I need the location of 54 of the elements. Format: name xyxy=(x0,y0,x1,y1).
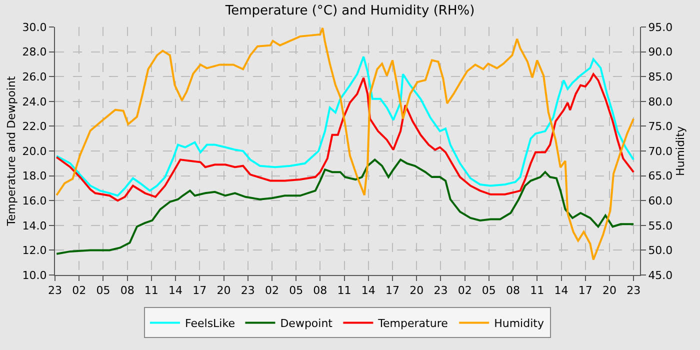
x-tick-label: 02 xyxy=(458,284,472,298)
legend-label: Temperature xyxy=(377,317,448,330)
x-tick-label: 17 xyxy=(578,284,592,298)
x-tick-label: 23 xyxy=(626,284,641,298)
y-tick-label: 16.0 xyxy=(22,194,47,208)
y2-axis-title: Humidity xyxy=(674,126,687,176)
x-tick-label: 23 xyxy=(48,284,62,298)
x-tick-label: 11 xyxy=(530,284,544,298)
x-tick-label: 05 xyxy=(96,284,110,298)
y-axis-title: Temperature and Dewpoint xyxy=(4,75,18,227)
y-tick-label: 20.0 xyxy=(22,144,47,158)
y2-tick-label: 65.0 xyxy=(648,170,673,183)
y-tick-label: 26.0 xyxy=(22,70,47,84)
y2-tick-label: 90.0 xyxy=(648,46,673,59)
x-tick-label: 17 xyxy=(192,284,207,298)
legend-label: Dewpoint xyxy=(280,317,334,330)
y-tick-label: 24.0 xyxy=(22,95,47,108)
x-tick-label: 14 xyxy=(361,284,376,298)
y-tick-label: 18.0 xyxy=(22,170,47,183)
x-tick-label: 14 xyxy=(168,284,183,298)
x-tick-label: 02 xyxy=(264,284,279,298)
y2-tick-label: 55.0 xyxy=(648,219,673,232)
y2-tick-label: 95.0 xyxy=(648,20,673,34)
legend-label: Humidity xyxy=(494,317,544,330)
y2-tick-label: 75.0 xyxy=(648,120,673,134)
y2-tick-label: 45.0 xyxy=(648,268,673,282)
y-tick-label: 10.0 xyxy=(22,268,47,282)
y2-tick-label: 85.0 xyxy=(648,70,673,84)
x-tick-label: 20 xyxy=(602,284,616,298)
x-tick-label: 02 xyxy=(72,284,86,298)
y-tick-label: 12.0 xyxy=(22,244,47,258)
y2-tick-label: 80.0 xyxy=(648,95,673,108)
x-tick-label: 11 xyxy=(144,284,158,298)
x-tick-label: 14 xyxy=(554,284,568,298)
x-tick-label: 11 xyxy=(337,284,352,298)
x-tick-label: 20 xyxy=(410,284,424,298)
y2-tick-label: 60.0 xyxy=(648,194,673,208)
x-tick-label: 08 xyxy=(506,284,520,298)
y-tick-label: 14.0 xyxy=(22,219,47,232)
x-tick-label: 05 xyxy=(482,284,496,298)
legend-label: FeelsLike xyxy=(185,317,236,330)
x-tick-label: 23 xyxy=(434,284,448,298)
x-tick-label: 23 xyxy=(240,284,255,298)
chart-title: Temperature (°C) and Humidity (RH%) xyxy=(224,3,475,18)
x-tick-label: 17 xyxy=(386,284,400,298)
y2-tick-label: 50.0 xyxy=(648,244,673,258)
y-tick-label: 28.0 xyxy=(22,46,47,59)
y2-tick-label: 70.0 xyxy=(648,144,673,158)
x-tick-label: 20 xyxy=(216,284,231,298)
x-tick-label: 08 xyxy=(313,284,328,298)
y-tick-label: 30.0 xyxy=(22,20,47,34)
y-tick-label: 22.0 xyxy=(22,120,47,134)
x-tick-label: 05 xyxy=(289,284,304,298)
x-tick-label: 08 xyxy=(120,284,134,298)
